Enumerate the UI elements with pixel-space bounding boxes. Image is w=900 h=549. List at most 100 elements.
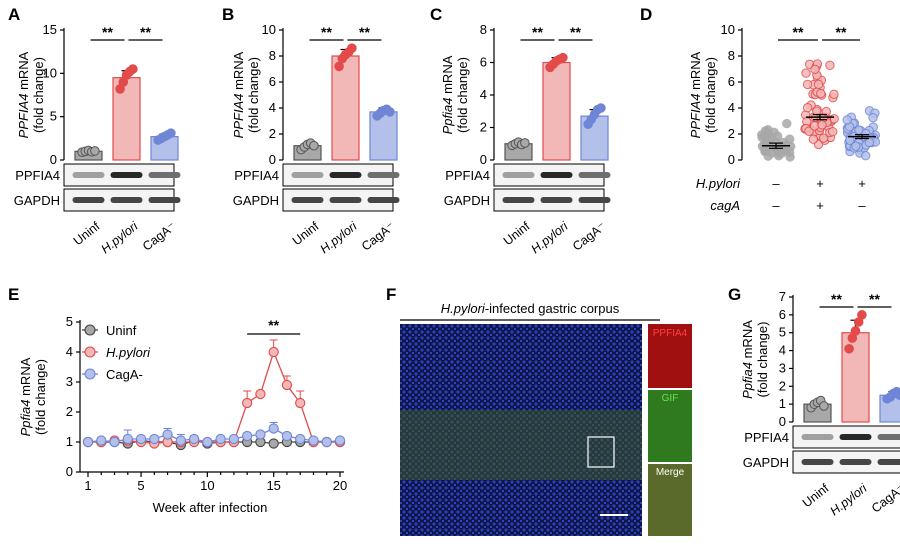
panel-d-data-point (827, 127, 838, 137)
panel-g-sig-label: ** (831, 291, 842, 307)
panel-e-data-point (321, 436, 332, 448)
panel-b-y-tick-label: 0 (269, 152, 276, 167)
panel-d-y-tick-label: 4 (728, 100, 735, 115)
panel-a-blot-band (148, 197, 181, 203)
panel-b-y-axis-title: PPFIA4 mRNA (231, 51, 246, 138)
panel-b-y-axis-unit: (fold change) (246, 57, 261, 133)
panel-e-data-point (162, 429, 173, 440)
panel-e-data-point (255, 429, 266, 440)
panel-d-data-point (842, 115, 852, 125)
panel-label-g: G (728, 285, 741, 304)
panel-g-data-point (844, 343, 854, 354)
panel-a-y-tick-label: 0 (50, 152, 57, 167)
panel-g-data-point (857, 310, 867, 320)
inset-gif-image (648, 390, 692, 462)
panel-b-blot-band (329, 172, 362, 178)
panel-d-data-point (760, 126, 771, 136)
zoom-box (587, 436, 615, 468)
panel-d-sig-label: ** (793, 24, 804, 40)
panel-d-hpylori-sign: + (858, 176, 866, 191)
panel-d-data-point (868, 112, 878, 123)
panel-b-sig-label: ** (359, 24, 370, 40)
panel-a-blot-band (110, 197, 143, 203)
panel-label-d: D (640, 5, 652, 24)
panel-g-y-tick-label: 4 (779, 343, 786, 358)
panel-d-data-point (851, 141, 861, 151)
panel-e-data-point (149, 433, 160, 445)
panel-g-y-tick-label: 7 (779, 289, 786, 304)
panel-c-y-tick-label: 8 (480, 22, 487, 37)
panel-a-category-label-3: CagA⁻ (140, 219, 178, 253)
panel-e-data-point (135, 433, 147, 445)
panel-a-y-axis-unit: (fold change) (31, 57, 46, 133)
panel-a-data-point (128, 64, 138, 74)
panel-e-data-point (268, 438, 279, 449)
panel-d-caga-sign: + (816, 198, 824, 213)
panel-c-blot-band (578, 197, 611, 203)
panel-c-blot-band (502, 197, 535, 203)
panel-e-x-tick-label: 10 (200, 478, 214, 493)
panel-a-sig-label: ** (140, 24, 151, 40)
panel-g-y-tick-label: 3 (779, 360, 786, 375)
panel-d-data-point (782, 118, 792, 129)
panel-c-data-point (596, 103, 606, 113)
panel-e-data-point (175, 435, 186, 446)
panel-label-f: F (386, 285, 396, 304)
panel-e-x-tick-label: 5 (137, 478, 144, 493)
panel-a-blot-label-ppfia4: PPFIA4 (15, 168, 60, 183)
panel-b-bar-3 (369, 111, 398, 161)
panel-b-blot-band (367, 197, 400, 203)
panel-d-y-axis-title: PPFIA4 mRNA (688, 51, 703, 138)
panel-e-data-point (308, 435, 319, 446)
panel-g-category-label-3: CagA⁻ (869, 481, 900, 515)
panel-d-data-point (816, 88, 826, 99)
panel-g-sig-label: ** (869, 291, 880, 307)
panel-e-sig-label: ** (268, 317, 279, 333)
panel-c-data-point (558, 52, 568, 63)
panel-d-data-point (825, 60, 835, 71)
panel-b-category-label-1: Uninf (290, 219, 322, 248)
panel-c-data-point (520, 138, 530, 148)
panel-e-data-point (242, 397, 253, 409)
inset-ppfia4-image (648, 324, 692, 388)
panel-c-bar-2 (542, 61, 571, 161)
panel-e-data-point (122, 433, 133, 445)
panel-c-category-label-3: CagA⁻ (570, 219, 608, 253)
panel-e-data-point (202, 436, 213, 448)
panel-b-data-point (309, 140, 319, 151)
panel-g-y-axis-title: Ppfia4 mRNA (740, 320, 755, 399)
panel-e-x-tick-label: 20 (333, 478, 347, 493)
panel-b-category-label-3: CagA⁻ (359, 219, 397, 253)
panel-d-y-tick-label: 8 (728, 48, 735, 63)
panel-b-blot-label-gapdh: GAPDH (233, 193, 279, 208)
panel-e-data-point (242, 430, 253, 442)
panel-g-data-point (850, 326, 861, 336)
panel-c-blot-band (502, 172, 535, 178)
panel-g-blot-band (801, 434, 834, 440)
gland-layer (400, 410, 642, 480)
panel-a-data-point (166, 128, 176, 138)
panel-b-y-tick-label: 4 (269, 100, 276, 115)
inset-gif-label: GIF (662, 393, 679, 404)
panel-d-data-point (861, 128, 871, 139)
panel-a-y-tick-label: 5 (50, 109, 57, 124)
panel-g-blot-label-ppfia4: PPFIA4 (744, 430, 789, 445)
panel-e-y-tick-label: 2 (66, 404, 73, 419)
panel-d-data-point (802, 79, 813, 90)
panel-e-legend-marker (84, 324, 96, 336)
panel-d-row-label-caga: cagA (710, 198, 740, 213)
panel-c-blot-band (540, 172, 573, 178)
panel-a-blot-band (110, 172, 143, 178)
panel-e-y-tick-label: 0 (66, 464, 73, 479)
panel-g-blot-band (877, 434, 900, 440)
panel-c-category-label-1: Uninf (501, 219, 533, 248)
panel-c-category-label-2: H.pylori (528, 218, 571, 256)
panel-b-y-tick-label: 6 (269, 74, 276, 89)
panel-e-data-point (255, 388, 266, 400)
panel-d-y-axis-unit: (fold change) (703, 57, 718, 133)
panel-e-legend-label-2: H.pylori (106, 345, 151, 360)
panel-c-sig-label: ** (570, 24, 581, 40)
panel-e-x-tick-label: 1 (84, 478, 91, 493)
panel-a-y-axis-title: PPFIA4 mRNA (16, 51, 31, 138)
panel-e-y-axis-unit: (fold change) (33, 359, 48, 435)
